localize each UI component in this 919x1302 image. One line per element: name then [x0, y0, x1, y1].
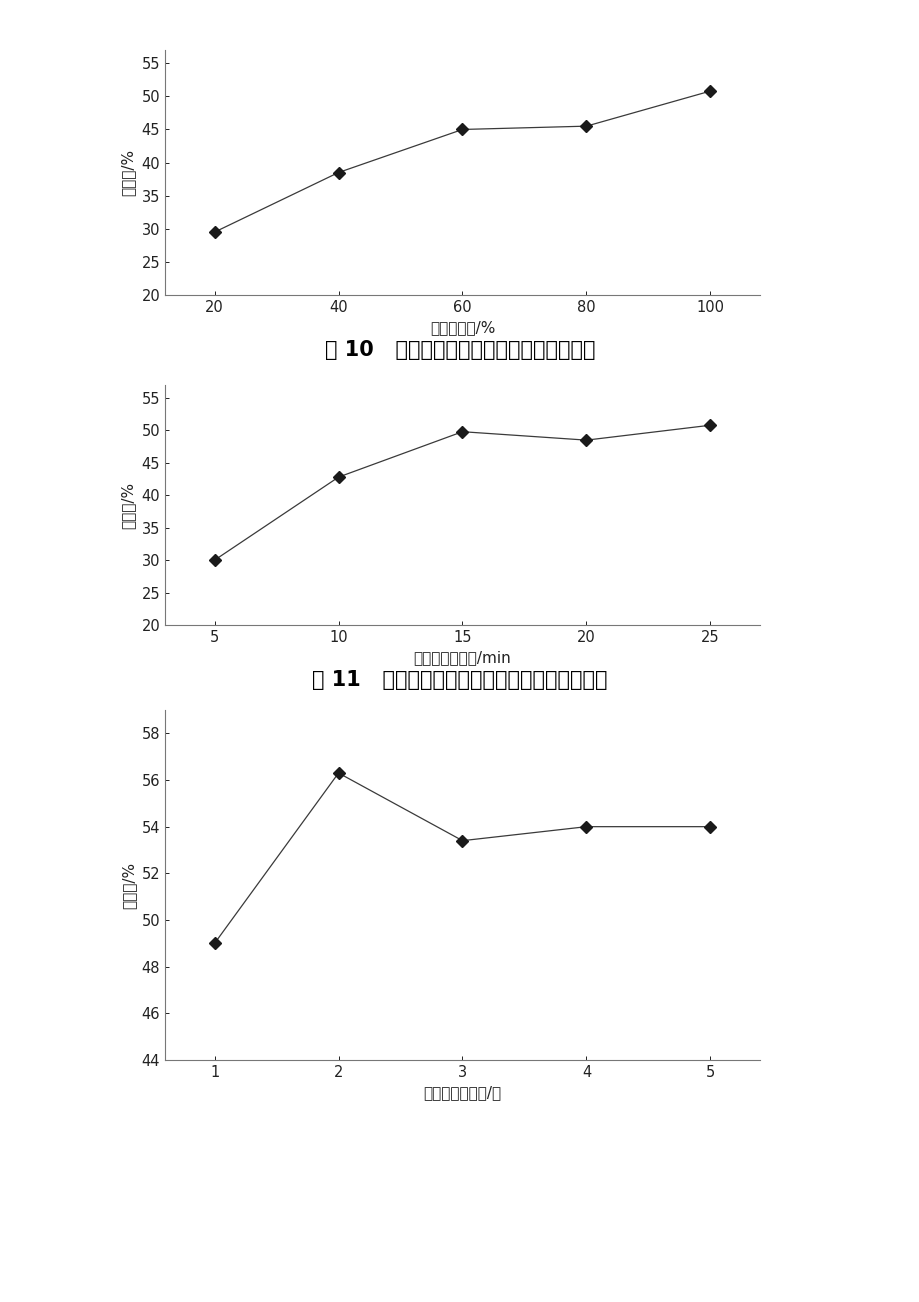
Text: 图 10   淡米水浓度对毒死蔻残留去除的影响: 图 10 淡米水浓度对毒死蔻残留去除的影响	[324, 340, 595, 359]
Y-axis label: 去除率/%: 去除率/%	[120, 482, 136, 529]
X-axis label: 淡米水浓度/%: 淡米水浓度/%	[429, 320, 494, 336]
X-axis label: 淡米水浸泡时间/min: 淡米水浸泡时间/min	[414, 651, 511, 665]
X-axis label: 淡米水浸泡次数/次: 淡米水浸泡次数/次	[423, 1086, 501, 1100]
Text: 图 11   淡米水浸泡时间对毒死蔻残留去除的影响: 图 11 淡米水浸泡时间对毒死蔻残留去除的影响	[312, 671, 607, 690]
Y-axis label: 去除率/%: 去除率/%	[120, 862, 136, 909]
Y-axis label: 去除率/%: 去除率/%	[120, 148, 136, 197]
